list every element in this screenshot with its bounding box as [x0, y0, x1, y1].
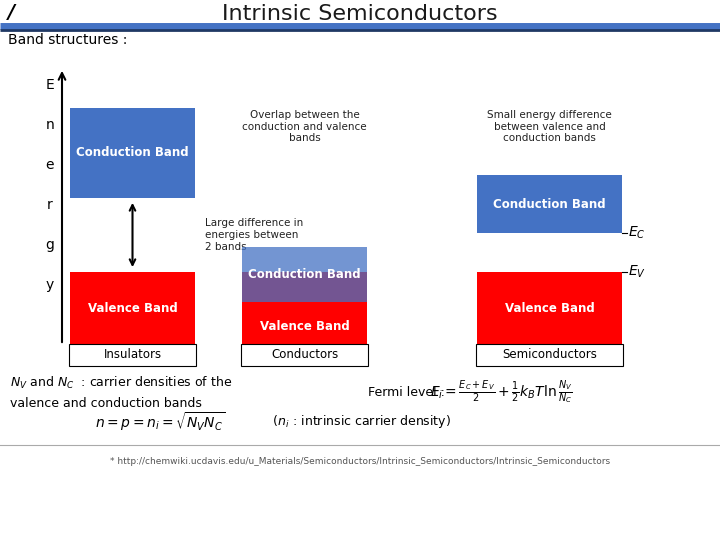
Text: Conductors: Conductors — [271, 348, 338, 361]
Text: Large difference in
energies between
2 bands: Large difference in energies between 2 b… — [205, 218, 303, 252]
Text: e: e — [46, 158, 54, 172]
Text: Conduction Band: Conduction Band — [248, 268, 361, 281]
Text: /: / — [8, 3, 15, 23]
Text: n: n — [45, 118, 55, 132]
Text: Valence Band: Valence Band — [505, 301, 595, 314]
Text: Conduction Band: Conduction Band — [493, 198, 606, 211]
Text: Valence Band: Valence Band — [260, 320, 349, 333]
Text: $E_i = \frac{E_C+E_V}{2} + \frac{1}{2}k_BT\ln\frac{N_V}{N_C}$: $E_i = \frac{E_C+E_V}{2} + \frac{1}{2}k_… — [430, 378, 572, 406]
Text: Overlap between the
conduction and valence
bands: Overlap between the conduction and valen… — [242, 110, 366, 143]
Text: $N_V$ and $N_C$  : carrier densities of the
valence and conduction bands: $N_V$ and $N_C$ : carrier densities of t… — [10, 374, 233, 409]
Text: y: y — [46, 278, 54, 292]
Bar — [242, 247, 367, 302]
Text: Intrinsic Semiconductors: Intrinsic Semiconductors — [222, 4, 498, 24]
FancyBboxPatch shape — [69, 344, 196, 366]
Text: Small energy difference
between valence and
conduction bands: Small energy difference between valence … — [487, 110, 612, 143]
Text: Semiconductors: Semiconductors — [502, 348, 597, 361]
Text: Valence Band: Valence Band — [88, 301, 177, 314]
FancyBboxPatch shape — [241, 344, 368, 366]
Text: Band structures :: Band structures : — [8, 33, 127, 47]
Text: $n=p=n_i=\sqrt{N_VN_C}$: $n=p=n_i=\sqrt{N_VN_C}$ — [95, 411, 225, 433]
Bar — [70, 108, 195, 198]
Bar — [242, 272, 367, 344]
Text: Fermi level :: Fermi level : — [368, 386, 449, 399]
FancyBboxPatch shape — [476, 344, 623, 366]
Text: g: g — [45, 238, 55, 252]
Bar — [477, 175, 622, 233]
Text: r: r — [47, 198, 53, 212]
Text: Conduction Band: Conduction Band — [76, 146, 189, 159]
Text: Insulators: Insulators — [104, 348, 161, 361]
Text: ($n_i$ : intrinsic carrier density): ($n_i$ : intrinsic carrier density) — [265, 414, 451, 430]
Bar — [477, 272, 622, 344]
Bar — [70, 272, 195, 344]
Text: E: E — [45, 78, 55, 92]
Text: $E_V$: $E_V$ — [628, 264, 646, 280]
Text: $E_C$: $E_C$ — [628, 225, 646, 241]
Text: * http://chemwiki.ucdavis.edu/u_Materials/Semiconductors/Intrinsic_Semiconductor: * http://chemwiki.ucdavis.edu/u_Material… — [110, 457, 610, 467]
